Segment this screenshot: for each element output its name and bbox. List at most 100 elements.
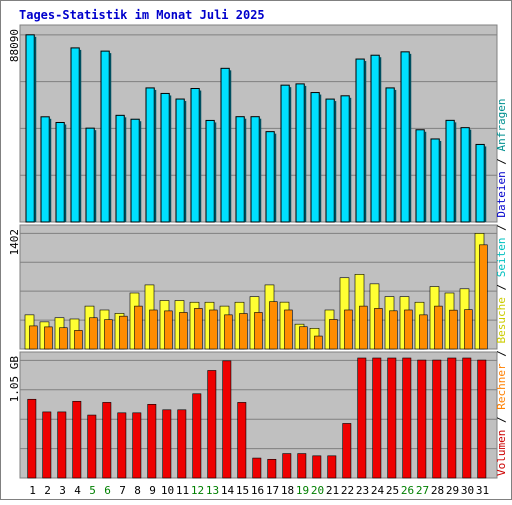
anfragen-bar [385, 87, 395, 223]
rechner-bar [479, 244, 488, 350]
anfragen-bar [475, 143, 485, 223]
anfragen-bar-shade [64, 124, 67, 222]
x-tick-label-day-17: 17 [266, 484, 279, 497]
anfragen-bar [205, 119, 215, 223]
x-tick-label-day-4: 4 [74, 484, 81, 497]
volumen-bar [402, 357, 412, 479]
volumen-bar [387, 357, 397, 479]
anfragen-bar [175, 98, 185, 223]
anfragen-bar [340, 95, 350, 223]
right-series-label: Volumen / Rechner / Besuche / Seiten / D… [495, 98, 508, 476]
anfragen-bar [70, 47, 80, 223]
rechner-bar [449, 309, 458, 350]
volumen-bar [477, 359, 487, 479]
volumen-bar [162, 409, 172, 479]
rechner-bar [344, 309, 353, 350]
anfragen-bar-shade [274, 133, 277, 222]
anfragen-bar [55, 121, 65, 223]
volumen-bar [252, 457, 262, 479]
x-tick-label-day-16: 16 [251, 484, 264, 497]
volumen-bar [282, 453, 292, 479]
volumen-bar [357, 357, 367, 479]
x-tick-label-day-11: 11 [176, 484, 189, 497]
anfragen-bar [295, 83, 305, 223]
x-tick-label-day-6: 6 [104, 484, 111, 497]
rechner-bar [254, 312, 263, 350]
x-tick-label-day-24: 24 [371, 484, 385, 497]
anfragen-bar [190, 88, 200, 223]
volumen-bar [267, 458, 277, 479]
volumen-bar [462, 357, 472, 479]
series-legend-part: Volumen [495, 430, 508, 476]
rechner-bar [359, 305, 368, 350]
anfragen-bar [40, 116, 50, 223]
axis-max-label: 1402 [8, 229, 21, 256]
anfragen-bar [220, 67, 230, 223]
anfragen-bar [400, 51, 410, 223]
volumen-bar [117, 412, 127, 479]
x-tick-label-day-13: 13 [206, 484, 219, 497]
x-tick-label-day-1: 1 [29, 484, 36, 497]
anfragen-bar-shade [319, 94, 322, 222]
anfragen-bar-shade [244, 118, 247, 222]
anfragen-bar [280, 84, 290, 223]
anfragen-bar-shade [214, 122, 217, 222]
anfragen-bar-shade [304, 85, 307, 222]
rechner-bar [89, 317, 98, 350]
volumen-bar [27, 398, 37, 479]
anfragen-bar [445, 119, 455, 223]
rechner-bar [74, 330, 83, 350]
rechner-bar [164, 310, 173, 350]
anfragen-bar-shade [94, 130, 97, 222]
anfragen-bar-shade [334, 101, 337, 222]
anfragen-bar [85, 127, 95, 223]
anfragen-bar [115, 114, 125, 223]
anfragen-bar-shade [484, 146, 487, 222]
series-legend-part: Anfragen [495, 98, 508, 151]
rechner-bar [314, 335, 323, 350]
anfragen-bar-shade [184, 101, 187, 222]
panel-bottom: 1.05 GB [8, 351, 498, 479]
series-legend-part: Seiten [495, 238, 508, 278]
anfragen-bar-shade [439, 140, 442, 222]
anfragen-bar-shade [79, 49, 82, 223]
anfragen-bar [235, 116, 245, 223]
x-tick-label-day-8: 8 [134, 484, 141, 497]
anfragen-bar [160, 92, 170, 223]
anfragen-bar-shade [454, 122, 457, 222]
rechner-bar [434, 305, 443, 350]
anfragen-bar [370, 54, 380, 223]
panel-top: 88090 [8, 24, 498, 223]
rechner-bar [104, 319, 113, 350]
anfragen-bar [100, 50, 110, 223]
anfragen-bar-shade [154, 89, 157, 222]
volumen-bar [102, 402, 112, 479]
volumen-bar [87, 414, 97, 479]
anfragen-bar [325, 98, 335, 223]
volumen-bar [72, 400, 82, 479]
x-tick-label-day-5: 5 [89, 484, 96, 497]
rechner-bar [464, 309, 473, 350]
series-legend-part: / [495, 218, 508, 238]
anfragen-bar-shade [349, 97, 352, 222]
anfragen-bar-shade [229, 70, 232, 222]
panel-middle: 1402 [8, 224, 498, 350]
anfragen-bar [310, 92, 320, 223]
rechner-bar [224, 314, 233, 350]
rechner-bar [119, 315, 128, 350]
axis-max-label: 88090 [8, 29, 21, 62]
series-legend-vertical: Volumen / Rechner / Besuche / Seiten / D… [495, 98, 508, 476]
x-axis-tick-labels: 1 2 3 4 5 6 7 8 9 10 11 12 13 14 15 16 17 18 19 20 21 22 23 24 2… [29, 484, 489, 497]
x-tick-label-day-23: 23 [356, 484, 369, 497]
x-tick-label-day-15: 15 [236, 484, 249, 497]
x-tick-label-day-14: 14 [221, 484, 235, 497]
volumen-bar [312, 455, 322, 479]
x-tick-label-day-29: 29 [446, 484, 459, 497]
anfragen-bar-shade [139, 121, 142, 222]
series-legend-part: Dateien [495, 171, 508, 217]
volumen-bar [192, 393, 202, 479]
anfragen-bar-shade [49, 118, 52, 222]
x-tick-label-day-30: 30 [461, 484, 474, 497]
